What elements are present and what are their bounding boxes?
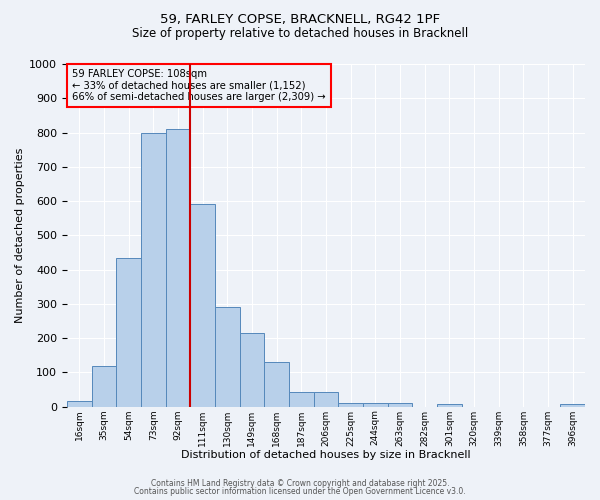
X-axis label: Distribution of detached houses by size in Bracknell: Distribution of detached houses by size … <box>181 450 471 460</box>
Text: Contains public sector information licensed under the Open Government Licence v3: Contains public sector information licen… <box>134 487 466 496</box>
Bar <box>141 132 166 406</box>
Bar <box>388 404 412 406</box>
Bar <box>338 402 363 406</box>
Text: 59 FARLEY COPSE: 108sqm
← 33% of detached houses are smaller (1,152)
66% of semi: 59 FARLEY COPSE: 108sqm ← 33% of detache… <box>72 69 326 102</box>
Bar <box>560 404 585 406</box>
Bar <box>190 204 215 406</box>
Bar <box>289 392 314 406</box>
Bar <box>363 402 388 406</box>
Text: Size of property relative to detached houses in Bracknell: Size of property relative to detached ho… <box>132 28 468 40</box>
Bar <box>437 404 461 406</box>
Bar <box>239 333 264 406</box>
Text: Contains HM Land Registry data © Crown copyright and database right 2025.: Contains HM Land Registry data © Crown c… <box>151 478 449 488</box>
Bar <box>116 258 141 406</box>
Bar <box>264 362 289 406</box>
Bar <box>314 392 338 406</box>
Bar <box>166 129 190 406</box>
Y-axis label: Number of detached properties: Number of detached properties <box>15 148 25 323</box>
Bar <box>92 366 116 406</box>
Bar <box>67 400 92 406</box>
Bar <box>215 308 239 406</box>
Text: 59, FARLEY COPSE, BRACKNELL, RG42 1PF: 59, FARLEY COPSE, BRACKNELL, RG42 1PF <box>160 12 440 26</box>
